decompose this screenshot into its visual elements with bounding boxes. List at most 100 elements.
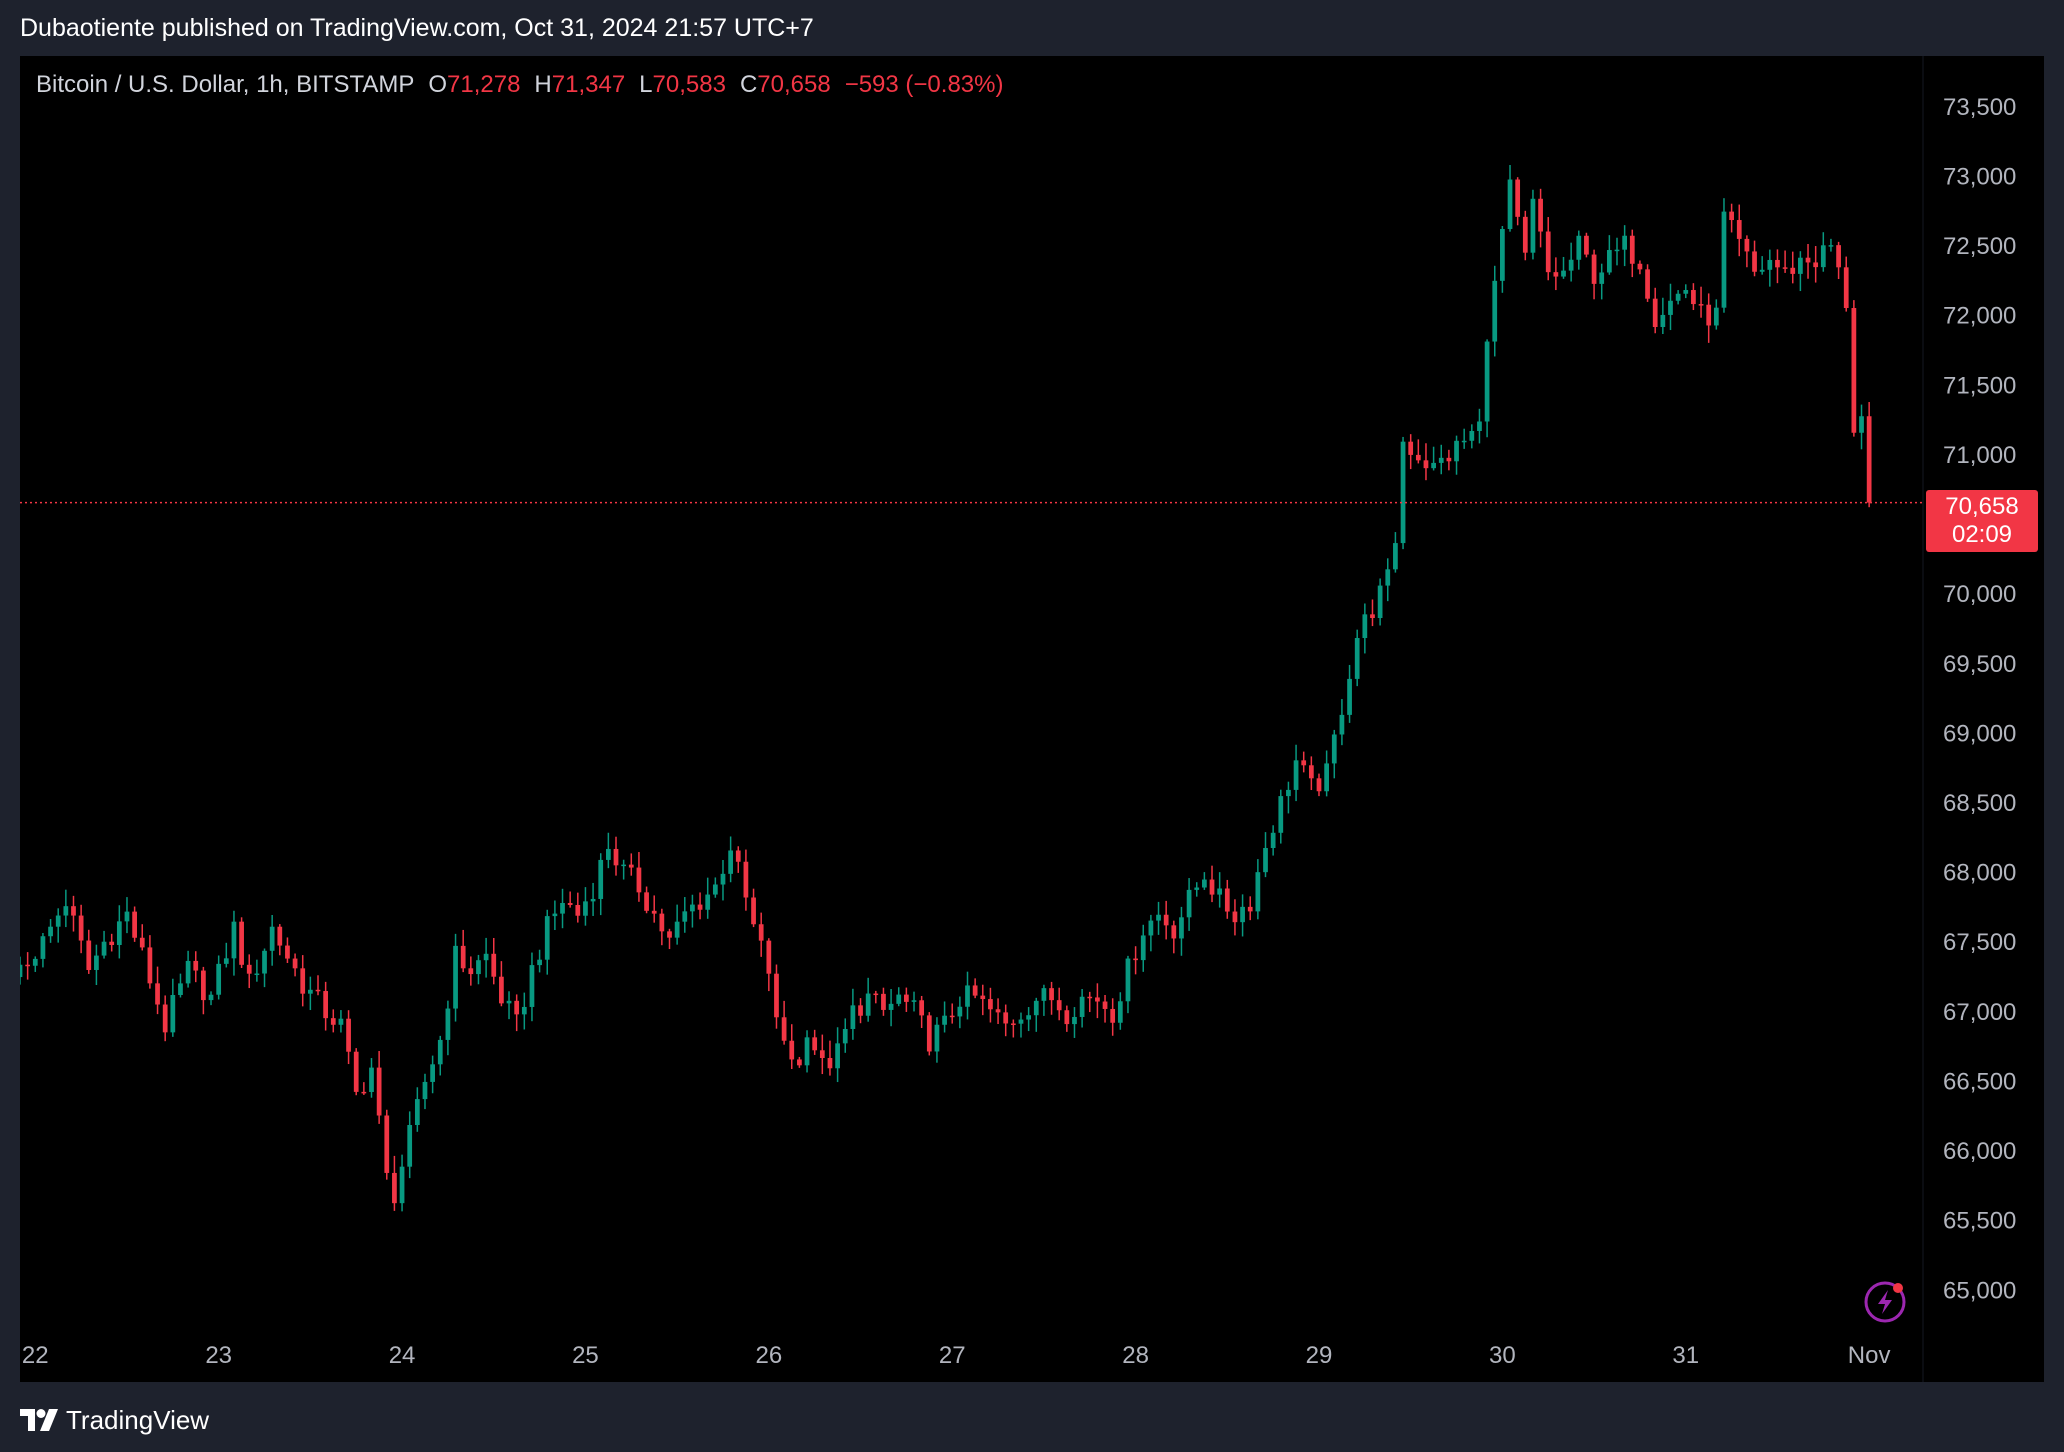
candle-body: [1469, 431, 1475, 441]
candle-body: [544, 916, 550, 960]
close-label: C: [739, 71, 758, 98]
candle-body: [980, 995, 986, 1000]
candle-body: [162, 1004, 168, 1033]
price-tick-label: 66,500: [1943, 1068, 2016, 1095]
lightning-bolt-icon[interactable]: [1863, 1278, 1909, 1324]
candle-body: [567, 902, 573, 905]
candle-body: [1545, 231, 1551, 273]
time-tick-label: Nov: [1848, 1342, 1891, 1369]
time-tick-label: 25: [572, 1342, 599, 1369]
candle-body: [1064, 1010, 1070, 1025]
candle-body: [995, 1009, 1001, 1013]
candle-body: [1056, 1000, 1062, 1011]
candle-body: [697, 904, 703, 910]
candle-body: [1217, 888, 1223, 895]
candle-body: [1033, 1000, 1039, 1016]
candle-body: [942, 1015, 947, 1025]
time-tick-label: 23: [205, 1342, 232, 1369]
candle-body: [1614, 249, 1620, 252]
candle-body: [842, 1028, 848, 1044]
open-label: O: [428, 71, 448, 98]
candle-body: [904, 994, 909, 1002]
candlestick-chart[interactable]: 65,000 65,500 66,000 66,500 67,000 67,500 68,0…: [20, 56, 2044, 1382]
candle-body: [445, 1008, 451, 1040]
candle-body: [735, 850, 741, 862]
candle-body: [1079, 996, 1085, 1017]
candle-body: [705, 894, 711, 910]
candle-body: [1095, 997, 1100, 1002]
candle-body: [361, 1091, 367, 1094]
candle-body: [1110, 1008, 1116, 1023]
candle-body: [781, 1017, 787, 1041]
candle-body: [1698, 304, 1704, 306]
candle-body: [1324, 763, 1330, 792]
candle-body: [919, 1000, 925, 1016]
candle-body: [789, 1040, 795, 1060]
candle-body: [20, 964, 23, 978]
candle-body: [1790, 267, 1796, 274]
candle-body: [1866, 416, 1872, 503]
candle-body: [300, 968, 306, 994]
candle-body: [1828, 245, 1834, 247]
candle-body: [537, 959, 542, 966]
candle-body: [1813, 262, 1819, 268]
candle-body: [1316, 778, 1322, 792]
candle-body: [1538, 198, 1543, 232]
candle-body: [48, 926, 53, 937]
candle-body: [751, 897, 756, 925]
candle-body: [499, 976, 504, 1004]
candle-body: [598, 859, 604, 899]
price-tick-label: 67,000: [1943, 999, 2016, 1026]
candle-body: [269, 926, 275, 951]
price-tick-label: 72,500: [1943, 233, 2016, 260]
low-label: L: [639, 71, 653, 98]
candle-body: [1446, 457, 1452, 462]
candle-body: [1484, 341, 1490, 422]
candle-body: [583, 901, 588, 916]
candle-body: [132, 911, 137, 938]
candle-body: [178, 983, 183, 996]
candle-body: [1843, 267, 1849, 309]
candle-body: [1156, 914, 1161, 921]
candle-body: [1202, 879, 1207, 888]
candle-body: [766, 940, 772, 974]
chart-panel[interactable]: 65,000 65,500 66,000 66,500 67,000 67,500 68,0…: [20, 56, 2044, 1382]
candle-body: [850, 1005, 856, 1029]
candle-body: [613, 848, 619, 866]
candle-body: [330, 1018, 336, 1025]
candle-body: [1301, 760, 1307, 766]
candle-body: [315, 989, 321, 992]
candle-body: [32, 958, 38, 966]
candle-body: [644, 892, 649, 911]
candle-body: [1438, 457, 1444, 463]
candle-body: [40, 936, 46, 959]
candle-body: [208, 994, 214, 1001]
candle-body: [1591, 254, 1597, 284]
brand-name: TradingView: [66, 1404, 210, 1435]
candle-body: [911, 1000, 917, 1002]
candle-body: [124, 911, 130, 922]
candle-body: [1477, 421, 1482, 432]
candle-body: [1660, 314, 1666, 328]
candle-body: [1553, 272, 1559, 277]
price-tick-label: 65,500: [1943, 1208, 2016, 1235]
candle-body: [804, 1037, 810, 1066]
candle-body: [231, 921, 237, 959]
candle-body: [1606, 250, 1612, 273]
price-tick-label: 66,000: [1943, 1138, 2016, 1165]
price-tick-label: 69,500: [1943, 651, 2016, 678]
candle-body: [1576, 235, 1582, 260]
candle-body: [1507, 179, 1513, 230]
candles-group: [20, 164, 1872, 1212]
footer-brand[interactable]: TradingView: [20, 1400, 209, 1440]
candle-body: [988, 999, 993, 1010]
candle-body: [858, 1005, 863, 1016]
candle-body: [1775, 259, 1780, 268]
candle-body: [399, 1166, 405, 1204]
candle-body: [560, 902, 565, 914]
candle-body: [1721, 211, 1727, 308]
candle-body: [1286, 789, 1291, 797]
candle-body: [1500, 229, 1505, 281]
candle-body: [797, 1059, 802, 1066]
candle-body: [376, 1067, 382, 1116]
